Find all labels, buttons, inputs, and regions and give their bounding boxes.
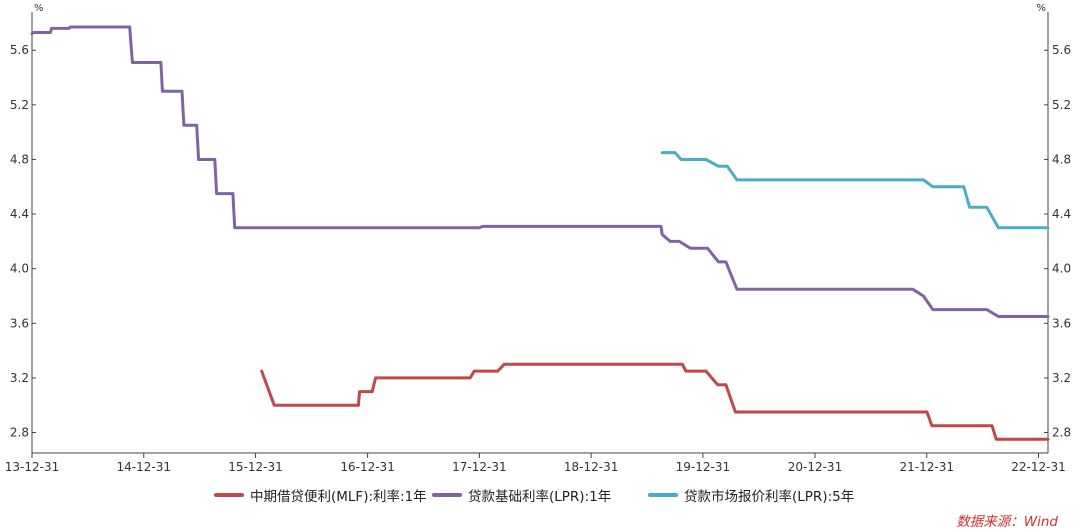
legend-item-lpr-5y: 贷款市场报价利率(LPR):5年: [648, 484, 854, 506]
y-tick-label-left: 4.4: [10, 207, 29, 221]
x-tick-label: 19-12-31: [676, 460, 730, 474]
y-tick-label-left: 5.2: [10, 98, 29, 112]
y-tick-label-left: 3.6: [10, 316, 29, 330]
y-tick-label-left: 4.8: [10, 152, 29, 166]
legend-swatch-mlf: [214, 493, 244, 497]
x-tick-label: 14-12-31: [117, 460, 171, 474]
x-tick-label: 17-12-31: [452, 460, 506, 474]
y-tick-label-right: 3.6: [1052, 316, 1071, 330]
y-tick-label-left: 3.2: [10, 371, 29, 385]
chart-series: [30, 25, 1050, 441]
x-tick-label: 16-12-31: [340, 460, 394, 474]
y-tick-label-left: 4.0: [10, 262, 29, 276]
legend-label-mlf: 中期借贷便利(MLF):利率:1年: [250, 489, 427, 505]
series-line-2: [660, 151, 1050, 230]
y-unit-left: %: [34, 3, 44, 14]
y-unit-right: %: [1036, 3, 1046, 14]
y-tick-label-right: 4.0: [1052, 262, 1071, 276]
series-line-0: [260, 362, 1050, 441]
legend-label-lpr-1y: 贷款基础利率(LPR):1年: [468, 489, 612, 505]
x-tick-label: 15-12-31: [228, 460, 282, 474]
x-tick-label: 21-12-31: [900, 460, 954, 474]
x-tick-label: 13-12-31: [5, 460, 59, 474]
y-tick-label-left: 5.6: [10, 43, 29, 57]
y-tick-label-right: 3.2: [1052, 371, 1071, 385]
data-source-note: 数据来源：Wind: [956, 514, 1058, 530]
legend-item-lpr-1y: 贷款基础利率(LPR):1年: [432, 484, 611, 506]
x-tick-label: 20-12-31: [788, 460, 842, 474]
legend-item-mlf: 中期借贷便利(MLF):利率:1年: [214, 484, 427, 506]
chart-axes: % % 2.8 2.8 3.2 3.2 3.6 3.6 4.0 4.0 4.4 4.4 4.8 4.8 5.…: [5, 3, 1071, 474]
y-tick-label-right: 4.8: [1052, 152, 1071, 166]
chart-legend: 中期借贷便利(MLF):利率:1年 贷款基础利率(LPR):1年 贷款市场报价利…: [0, 484, 1080, 506]
x-tick-label: 22-12-31: [1011, 460, 1065, 474]
line-chart: % % 2.8 2.8 3.2 3.2 3.6 3.6 4.0 4.0 4.4 4.4 4.8 4.8 5.…: [5, 3, 1071, 474]
y-tick-label-right: 5.2: [1052, 98, 1071, 112]
y-tick-label-right: 2.8: [1052, 426, 1071, 440]
y-tick-label-right: 5.6: [1052, 43, 1071, 57]
legend-swatch-lpr-5y: [648, 493, 678, 497]
legend-swatch-lpr-1y: [432, 493, 462, 497]
y-tick-label-left: 2.8: [10, 426, 29, 440]
legend-label-lpr-5y: 贷款市场报价利率(LPR):5年: [684, 489, 855, 505]
x-tick-label: 18-12-31: [564, 460, 618, 474]
series-line-1: [30, 25, 1050, 318]
y-tick-label-right: 4.4: [1052, 207, 1071, 221]
